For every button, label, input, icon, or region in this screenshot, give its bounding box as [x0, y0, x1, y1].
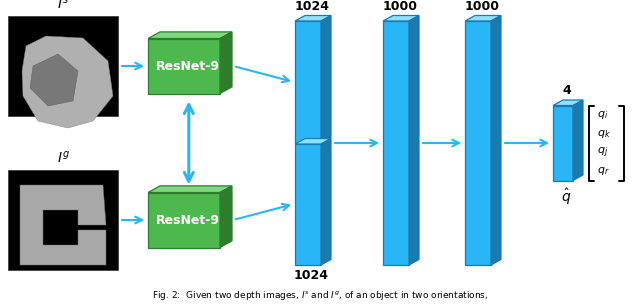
Polygon shape	[383, 15, 419, 21]
Polygon shape	[321, 15, 331, 143]
Polygon shape	[22, 36, 113, 128]
Polygon shape	[321, 138, 331, 265]
Polygon shape	[553, 106, 573, 181]
Text: ResNet-9: ResNet-9	[156, 213, 220, 227]
Text: $I^g$: $I^g$	[56, 150, 69, 166]
Text: 1024: 1024	[294, 269, 328, 282]
Bar	[8, 16, 118, 116]
Polygon shape	[295, 21, 321, 143]
Text: $q_i$: $q_i$	[597, 109, 608, 121]
Polygon shape	[465, 15, 501, 21]
Polygon shape	[148, 38, 220, 94]
Polygon shape	[409, 15, 419, 265]
Text: 1024: 1024	[294, 0, 330, 13]
Polygon shape	[148, 192, 220, 247]
Text: 1000: 1000	[383, 0, 417, 13]
Text: $\hat{q}$: $\hat{q}$	[561, 186, 571, 207]
Polygon shape	[220, 32, 232, 94]
Polygon shape	[148, 32, 232, 38]
Text: $q_k$: $q_k$	[597, 128, 611, 140]
Polygon shape	[465, 21, 491, 265]
Polygon shape	[220, 186, 232, 247]
Text: Fig. 2:  Given two depth images, $I^s$ and $I^g$, of an object in two orientatio: Fig. 2: Given two depth images, $I^s$ an…	[152, 289, 488, 302]
Polygon shape	[295, 138, 331, 144]
Polygon shape	[383, 21, 409, 265]
Text: $I^s$: $I^s$	[57, 0, 69, 12]
Polygon shape	[148, 186, 232, 192]
Text: $q_r$: $q_r$	[597, 165, 610, 177]
Text: ResNet-9: ResNet-9	[156, 60, 220, 72]
Polygon shape	[295, 144, 321, 265]
Polygon shape	[491, 15, 501, 265]
Polygon shape	[295, 15, 331, 21]
Text: 4: 4	[563, 84, 572, 97]
Polygon shape	[553, 100, 583, 106]
Polygon shape	[30, 54, 78, 106]
Text: $q_j$: $q_j$	[597, 145, 608, 160]
Polygon shape	[573, 100, 583, 181]
Bar	[8, 170, 118, 270]
Polygon shape	[20, 185, 106, 265]
Text: 1000: 1000	[465, 0, 499, 13]
